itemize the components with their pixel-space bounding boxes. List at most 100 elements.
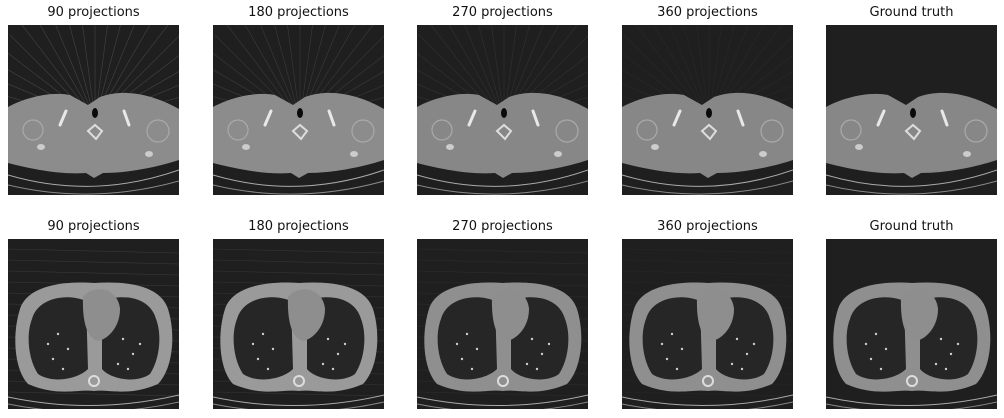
lung-vessel [51, 357, 55, 361]
humerus-right [964, 119, 988, 143]
table-line [213, 169, 384, 187]
clavicle-right [327, 109, 336, 127]
humerus-left [22, 119, 44, 141]
ct-slice-image [417, 25, 588, 195]
lung-vessel [56, 332, 60, 336]
lung-vessel [336, 352, 340, 356]
spine [906, 375, 918, 387]
heart [696, 289, 734, 341]
lung-vessel [949, 352, 953, 356]
lung-vessel [266, 367, 270, 371]
streak-artifact [622, 270, 793, 276]
humerus-left [227, 119, 249, 141]
streak-artifact [213, 248, 384, 254]
table-line [826, 401, 997, 409]
trachea [501, 108, 507, 118]
scapula-left [242, 144, 250, 150]
lung-vessel [730, 362, 734, 366]
scapula-right [759, 151, 767, 157]
table-line [417, 394, 588, 406]
streak-artifact [8, 270, 179, 276]
humerus-left [431, 119, 453, 141]
humerus-right [351, 119, 375, 143]
table-line [622, 394, 793, 406]
vertebra [904, 123, 922, 141]
lung-vessel [261, 332, 265, 336]
streak-artifact [491, 25, 505, 121]
table-line [8, 401, 179, 409]
spine [88, 375, 100, 387]
lung-vessel [670, 332, 674, 336]
streak-artifact [287, 25, 301, 121]
streak-artifact [55, 25, 96, 121]
clavicle-left [58, 109, 68, 127]
spine [702, 375, 714, 387]
clavicle-right [531, 109, 540, 127]
humerus-right [146, 119, 170, 143]
clavicle-right [122, 109, 131, 127]
lung-vessel [455, 342, 459, 346]
ct-slice-image [8, 239, 179, 409]
lung-vessel [256, 357, 260, 361]
clavicle-left [876, 109, 886, 127]
heart [287, 289, 325, 341]
lung-vessel [321, 362, 325, 366]
streak-artifact [653, 25, 710, 121]
spine [497, 375, 509, 387]
lung-vessel [869, 357, 873, 361]
lung-vessel [121, 337, 125, 341]
streak-artifact [82, 25, 96, 121]
lung-vessel [251, 342, 255, 346]
streak-artifact [696, 25, 710, 121]
streak-artifact [464, 25, 505, 121]
lung-vessel [934, 362, 938, 366]
scapula-right [963, 151, 971, 157]
streak-artifact [417, 270, 588, 276]
lung-vessel [138, 342, 142, 346]
lung-vessel [864, 342, 868, 346]
ct-slice-image [213, 239, 384, 409]
spine [293, 375, 305, 387]
table-line [826, 169, 997, 187]
lung-vessel [660, 342, 664, 346]
table-line [622, 401, 793, 409]
scapula-left [37, 144, 45, 150]
streak-artifact [8, 391, 179, 397]
streak-artifact [39, 25, 96, 121]
table-line [8, 180, 179, 195]
ct-slice-image [826, 239, 997, 409]
trachea [910, 108, 916, 118]
table-line [417, 180, 588, 195]
lung-left [437, 297, 497, 380]
streak-artifact [274, 25, 301, 121]
lung-vessel [874, 332, 878, 336]
lung-vessel [326, 337, 330, 341]
vertebra [495, 123, 513, 141]
lung-left [642, 297, 702, 380]
streak-artifact [213, 391, 384, 397]
vertebra [86, 123, 104, 141]
streak-artifact [478, 25, 505, 121]
scapula-right [554, 151, 562, 157]
scapula-right [145, 151, 153, 157]
panel-title: 90 projections [47, 219, 140, 234]
clavicle-right [940, 109, 949, 127]
clavicle-left [672, 109, 682, 127]
lung-vessel [66, 347, 70, 351]
table-line [417, 401, 588, 409]
streak-artifact [69, 25, 96, 121]
trachea [92, 108, 98, 118]
lung-vessel [475, 347, 479, 351]
lung-vessel [470, 367, 474, 371]
lung-vessel [740, 367, 744, 371]
scapula-left [446, 144, 454, 150]
streak-artifact [448, 25, 505, 121]
streak-artifact [622, 259, 793, 265]
ct-slice-image [622, 239, 793, 409]
clavicle-right [736, 109, 745, 127]
trachea [706, 108, 712, 118]
ct-slice-image [622, 25, 793, 195]
lung-vessel [735, 337, 739, 341]
panel-title: 270 projections [452, 219, 553, 234]
panel-title: Ground truth [869, 219, 954, 234]
